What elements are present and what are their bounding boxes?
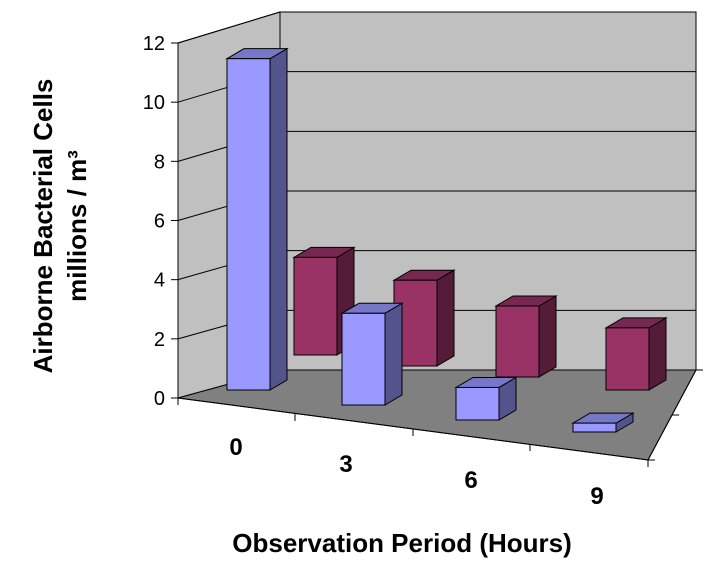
x-tick-label: 0: [229, 434, 242, 461]
x-axis-title: Observation Period (Hours): [232, 528, 572, 558]
y-axis: [171, 42, 179, 399]
x-tick-label: 3: [339, 451, 352, 478]
y-tick-label: 12: [143, 33, 165, 55]
bar-front: [572, 422, 617, 433]
x-tick-label: 6: [464, 467, 477, 494]
bar: [340, 302, 404, 406]
y-tick-label: 8: [154, 151, 165, 173]
bar: [225, 47, 289, 391]
bar-side: [436, 269, 455, 367]
y-tick-labels: 0 2 4 6 8 10 12: [143, 33, 165, 410]
bar-front: [293, 256, 338, 356]
y-axis-title-line-2: millions / m³: [62, 150, 92, 302]
bar-front: [605, 327, 650, 391]
y-axis-title-line-1: Airborne Bacterial Cells: [28, 79, 58, 374]
x-tick-label: 9: [590, 483, 603, 510]
x-axis: [177, 397, 649, 467]
bar-side: [648, 317, 667, 391]
y-tick-label: 6: [154, 211, 165, 233]
bar: [392, 269, 456, 367]
y-tick-label: 0: [154, 388, 165, 410]
bar-side: [269, 47, 288, 391]
gridline: [177, 11, 281, 44]
bar-front: [455, 386, 500, 421]
bar-side: [384, 302, 403, 406]
bar-front: [226, 58, 271, 391]
bar: [571, 412, 635, 433]
bar: [454, 376, 518, 421]
bar: [604, 317, 668, 391]
bar-front: [495, 305, 540, 378]
y-tick-label: 10: [143, 92, 165, 114]
bar: [494, 295, 558, 378]
y-tick-label: 4: [154, 270, 165, 292]
y-tick-label: 2: [154, 329, 165, 351]
bar-side: [538, 295, 557, 378]
depth-axis: [647, 369, 703, 461]
bar-front: [341, 312, 386, 406]
x-tick-labels: 0 3 6 9: [229, 434, 603, 510]
bars: [225, 47, 668, 433]
